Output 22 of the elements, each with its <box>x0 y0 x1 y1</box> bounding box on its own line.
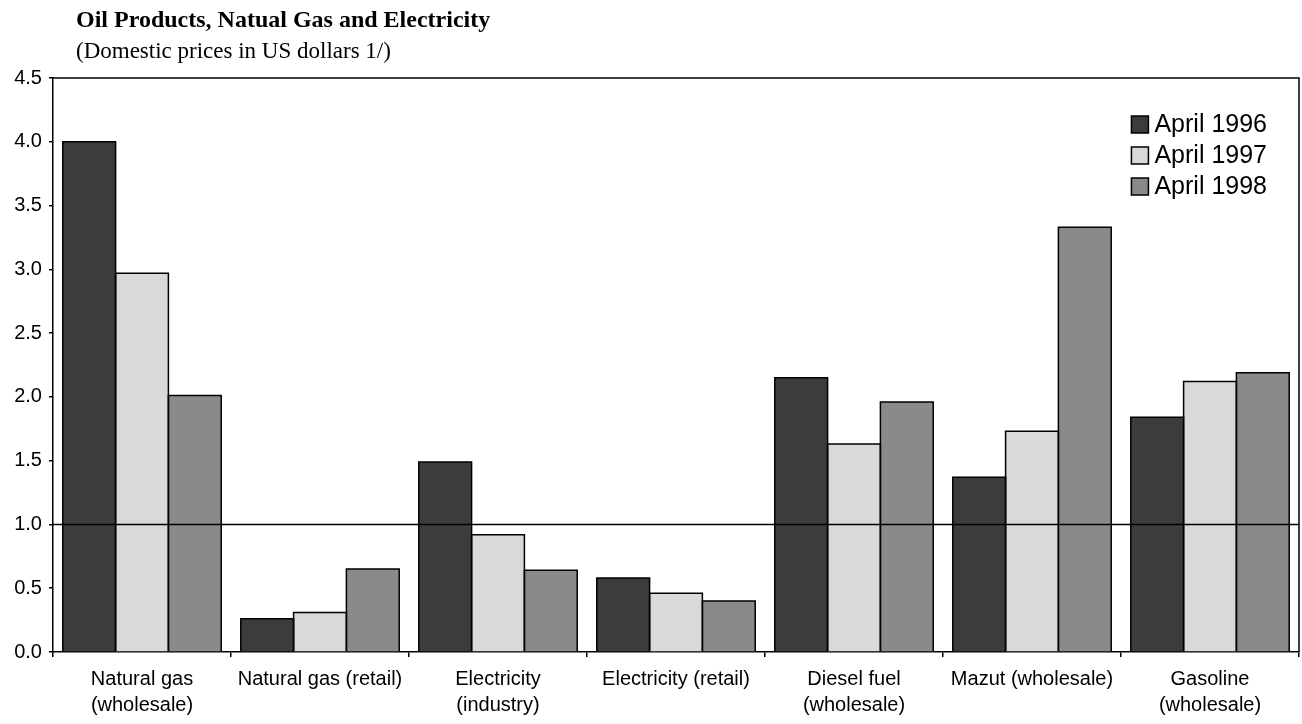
x-tick-label: Mazut (wholesale) <box>950 666 1114 689</box>
y-tick-label: 0.5 <box>14 575 42 598</box>
x-tick-label: Electricity (industry) <box>455 666 541 715</box>
y-tick-label: 4.5 <box>14 65 42 88</box>
y-tick-label: 1.5 <box>14 448 42 471</box>
chart-subtitle: (Domestic prices in US dollars 1/) <box>76 38 391 64</box>
x-tick-label: Gasoline (wholesale) <box>1158 666 1262 715</box>
y-tick-label: 2.0 <box>14 384 42 407</box>
x-tick-label: Diesel fuel (wholesale) <box>802 666 906 715</box>
y-tick-label: 4.0 <box>14 129 42 152</box>
chart-title: Oil Products, Natual Gas and Electricity <box>76 6 491 33</box>
x-tick-label: Natural gas (wholesale) <box>90 666 194 715</box>
y-tick-label: 3.5 <box>14 193 42 216</box>
y-tick-label: 3.0 <box>14 256 42 279</box>
legend-label: April 1997 <box>1154 140 1267 169</box>
legend-label: April 1998 <box>1154 171 1267 200</box>
y-tick-label: 0.0 <box>14 639 42 662</box>
x-tick-label: Electricity (retail) <box>602 666 750 689</box>
y-tick-label: 2.5 <box>14 320 42 343</box>
x-tick-label: Natural gas (retail) <box>237 666 403 689</box>
y-tick-label: 1.0 <box>14 511 42 534</box>
legend-label: April 1996 <box>1154 109 1267 138</box>
